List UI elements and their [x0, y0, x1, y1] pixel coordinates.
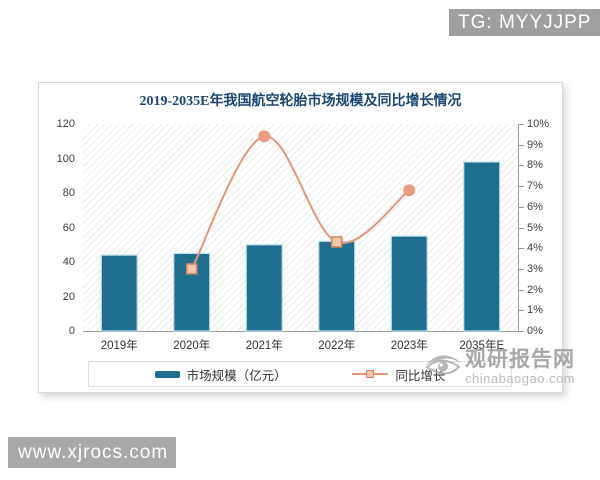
left-axis-tick-label: 120	[56, 118, 75, 130]
right-axis-tick	[519, 248, 524, 250]
left-axis-tick-label: 0	[68, 325, 75, 337]
right-axis-tick-label: 1%	[527, 304, 543, 317]
telegram-contact-badge: TG: MYYJJPP	[449, 9, 600, 36]
chart-canvas	[100, 130, 501, 332]
right-axis-tick	[519, 227, 524, 229]
right-axis-tick	[519, 310, 524, 312]
x-axis-label-2019年: 2019年	[100, 340, 138, 352]
line-marker	[403, 184, 416, 197]
x-axis-label-2035年E: 2035年E	[459, 340, 505, 352]
legend-item-market-size: 市场规模（亿元）	[154, 365, 287, 384]
legend-item-growth: 同比增长	[352, 365, 445, 384]
right-axis-tick	[519, 331, 524, 332]
legend-label-market-size: 市场规模（亿元）	[186, 368, 287, 383]
left-axis-tick-label: 80	[62, 187, 75, 199]
left-axis-tick-label: 20	[62, 290, 75, 303]
left-axis-tick-label: 60	[62, 221, 75, 234]
bar-2019年	[100, 254, 138, 332]
right-axis-tick-label: 6%	[527, 200, 543, 213]
line-series-swatch-icon	[352, 370, 389, 378]
x-axis-label-2021年: 2021年	[245, 340, 283, 352]
right-axis-tick-label: 3%	[527, 262, 543, 275]
right-axis-tick	[519, 144, 524, 146]
x-axis-label-2020年: 2020年	[173, 340, 211, 352]
line-marker	[258, 130, 271, 143]
right-axis-tick-label: 8%	[527, 159, 543, 172]
right-axis-tick	[519, 268, 524, 270]
chart-title: 2019-2035E年我国航空轮胎市场规模及同比增长情况	[139, 94, 462, 109]
right-axis-tick-label: 5%	[527, 221, 543, 234]
legend-label-growth: 同比增长	[395, 368, 446, 383]
bar-2035年E	[463, 161, 501, 332]
right-axis-tick-label: 9%	[527, 138, 543, 151]
right-axis-tick	[519, 206, 524, 208]
line-marker-icon	[366, 370, 375, 378]
line-marker	[331, 236, 343, 248]
legend: 市场规模（亿元） 同比增长	[88, 361, 512, 387]
plot-area	[83, 124, 519, 332]
line-marker	[186, 263, 198, 275]
bar-2021年	[245, 244, 283, 332]
bar-2022年	[318, 240, 356, 332]
x-axis-label-2022年: 2022年	[318, 340, 356, 352]
left-axis-tick-label: 100	[56, 152, 75, 165]
right-axis-tick-label: 4%	[527, 242, 543, 255]
right-axis-tick	[519, 289, 524, 291]
chart-panel: 2019-2035E年我国航空轮胎市场规模及同比增长情况 0 20 40 60 80 10…	[38, 82, 575, 393]
right-axis-tick	[519, 165, 524, 167]
right-axis-tick-label: 10%	[527, 118, 550, 130]
right-axis-tick	[519, 186, 524, 188]
right-axis-tick-label: 0%	[527, 325, 543, 337]
x-axis-label-2023年: 2023年	[390, 340, 428, 352]
bar-series-swatch-icon	[154, 370, 180, 378]
bar-2023年	[390, 235, 428, 332]
growth-line	[190, 135, 410, 270]
left-axis-tick-label: 40	[62, 256, 75, 268]
website-badge: www.xjrocs.com	[8, 437, 176, 468]
right-axis-tick-label: 2%	[527, 283, 543, 296]
right-axis-tick-label: 7%	[527, 180, 543, 193]
right-axis-tick	[519, 124, 524, 125]
